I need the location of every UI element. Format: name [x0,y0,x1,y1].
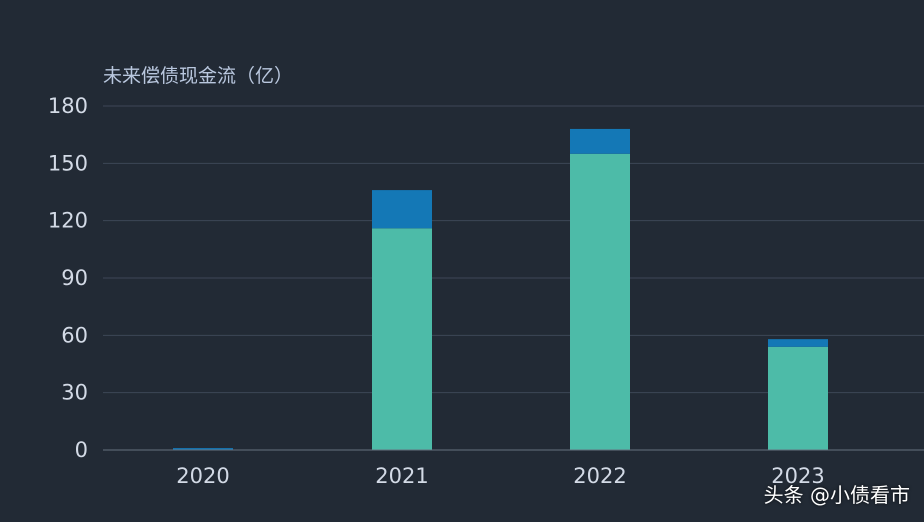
y-tick-label: 30 [61,381,88,405]
bar-2021-segment-1 [372,228,432,450]
y-tick-label: 120 [48,209,88,233]
x-tick-label: 2023 [771,464,824,488]
x-tick-label: 2020 [176,464,229,488]
bar-2020-segment-2 [173,448,233,450]
bar-2023-segment-2 [768,339,828,347]
x-tick-label: 2021 [375,464,428,488]
y-tick-labels: 0 30 60 90 120 150 180 [48,94,88,462]
bar-2023-segment-1 [768,346,828,450]
watermark: 头条 @小债看市 [763,483,910,507]
y-tick-label: 60 [61,323,88,347]
y-tick-label: 90 [61,266,88,290]
bar-2022-segment-1 [570,153,630,450]
bars [173,128,828,450]
y-tick-label: 180 [48,94,88,118]
x-tick-labels: 2020 2021 2022 2023 [176,464,824,488]
bar-2021-segment-2 [372,190,432,229]
y-tick-label: 0 [75,438,88,462]
bar-2022-segment-2 [570,128,630,154]
y-tick-label: 150 [48,151,88,175]
y-axis-label: 未来偿债现金流（亿） [103,65,293,87]
x-tick-label: 2022 [573,464,626,488]
